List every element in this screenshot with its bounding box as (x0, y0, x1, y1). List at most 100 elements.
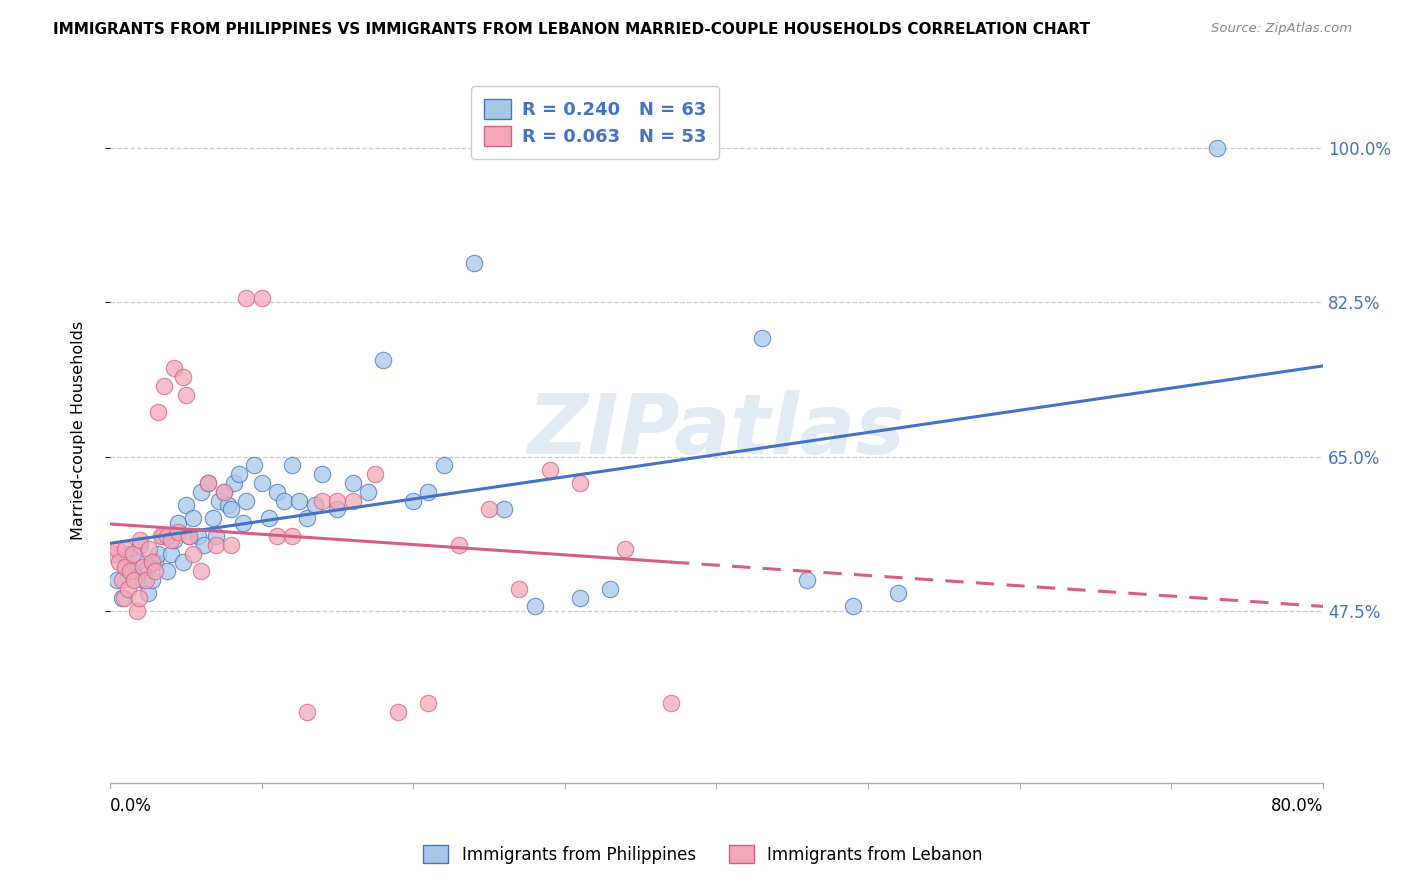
Text: 80.0%: 80.0% (1271, 797, 1323, 815)
Text: ZIPatlas: ZIPatlas (527, 390, 905, 471)
Point (235, 493, 257, 508)
Point (326, 502, 349, 516)
Point (156, 529, 179, 543)
Point (796, 573, 818, 587)
Point (250, 476, 273, 491)
Point (257, 511, 280, 525)
Point (172, 370, 194, 384)
Text: Source: ZipAtlas.com: Source: ZipAtlas.com (1212, 22, 1353, 36)
Point (136, 586, 159, 600)
Point (162, 361, 184, 376)
Point (295, 706, 318, 720)
Point (174, 388, 197, 402)
Point (281, 529, 304, 543)
Point (181, 511, 204, 525)
Point (569, 476, 592, 491)
Point (107, 573, 129, 587)
Point (122, 573, 145, 587)
Point (159, 547, 181, 561)
Point (114, 559, 136, 574)
Point (228, 467, 250, 482)
Point (197, 476, 219, 491)
Point (842, 599, 865, 614)
Legend: R = 0.240   N = 63, R = 0.063   N = 53: R = 0.240 N = 63, R = 0.063 N = 53 (471, 87, 718, 159)
Point (342, 476, 364, 491)
Point (538, 463, 561, 477)
Point (152, 529, 174, 543)
Point (181, 547, 204, 561)
Point (599, 582, 621, 596)
Point (172, 555, 194, 569)
Point (141, 573, 163, 587)
Point (167, 516, 190, 530)
Point (197, 476, 219, 491)
Point (177, 529, 200, 543)
Y-axis label: Married-couple Households: Married-couple Households (72, 320, 86, 540)
Point (371, 352, 394, 367)
Point (148, 405, 170, 419)
Point (243, 458, 266, 473)
Point (342, 493, 364, 508)
Point (127, 555, 149, 569)
Point (129, 533, 152, 548)
Point (418, 697, 440, 711)
Point (121, 564, 143, 578)
Point (478, 502, 501, 516)
Point (121, 547, 143, 561)
Point (523, 599, 546, 614)
Point (364, 467, 387, 482)
Point (418, 484, 440, 499)
Point (135, 573, 157, 587)
Point (205, 529, 228, 543)
Point (167, 524, 190, 539)
Point (569, 591, 592, 605)
Point (304, 498, 326, 512)
Point (1206, 141, 1229, 155)
Point (162, 533, 184, 548)
Point (201, 511, 224, 525)
Point (159, 533, 181, 548)
Point (463, 255, 485, 269)
Point (266, 484, 288, 499)
Point (190, 564, 212, 578)
Point (114, 542, 136, 557)
Point (177, 529, 200, 543)
Point (148, 547, 170, 561)
Point (150, 529, 173, 543)
Point (311, 493, 333, 508)
Point (143, 564, 166, 578)
Point (217, 498, 239, 512)
Point (250, 291, 273, 305)
Point (117, 582, 139, 596)
Point (187, 529, 209, 543)
Point (326, 493, 349, 508)
Point (387, 706, 409, 720)
Point (614, 542, 637, 557)
Point (295, 511, 318, 525)
Point (103, 547, 125, 561)
Point (208, 493, 231, 508)
Point (273, 493, 295, 508)
Point (111, 573, 134, 587)
Point (190, 484, 212, 499)
Point (219, 502, 242, 516)
Point (432, 458, 454, 473)
Point (212, 484, 235, 499)
Point (143, 555, 166, 569)
Point (224, 476, 246, 491)
Point (141, 555, 163, 569)
Point (127, 604, 149, 618)
Point (494, 502, 516, 516)
Point (108, 555, 131, 569)
Point (112, 591, 135, 605)
Point (138, 542, 160, 557)
Point (288, 493, 311, 508)
Text: 0.0%: 0.0% (110, 797, 152, 815)
Point (357, 484, 380, 499)
Point (281, 458, 304, 473)
Point (118, 564, 141, 578)
Point (114, 559, 136, 574)
Point (659, 697, 682, 711)
Point (219, 538, 242, 552)
Point (266, 529, 288, 543)
